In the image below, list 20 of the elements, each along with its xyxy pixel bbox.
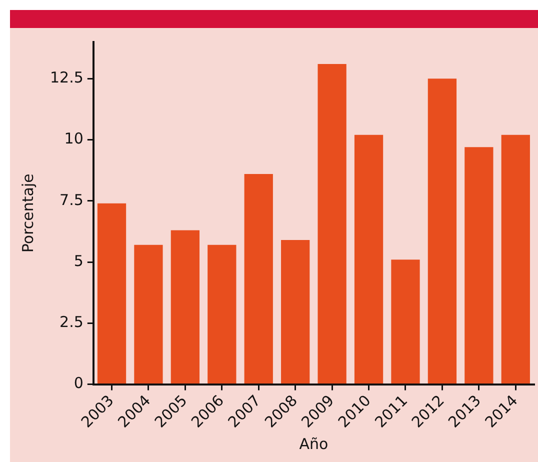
bar xyxy=(464,147,494,384)
bar xyxy=(354,134,384,384)
y-tick-label: 10 xyxy=(64,130,84,148)
bar xyxy=(428,78,457,384)
bar xyxy=(134,244,163,384)
bar xyxy=(170,230,200,384)
y-tick-label: 5 xyxy=(74,252,84,270)
x-axis-title: Año xyxy=(299,434,328,453)
y-tick-label: 12.5 xyxy=(50,68,84,87)
y-tick-label: 7.5 xyxy=(60,190,84,209)
bar xyxy=(501,134,530,384)
y-tick-label: 0 xyxy=(74,374,84,392)
bar xyxy=(281,240,310,384)
bar xyxy=(97,203,126,384)
y-axis-title: Porcentaje xyxy=(18,174,37,253)
bar xyxy=(208,244,236,384)
bar xyxy=(391,260,420,384)
bar xyxy=(244,174,273,384)
y-tick-label: 2.5 xyxy=(60,313,84,332)
bar xyxy=(318,64,346,384)
